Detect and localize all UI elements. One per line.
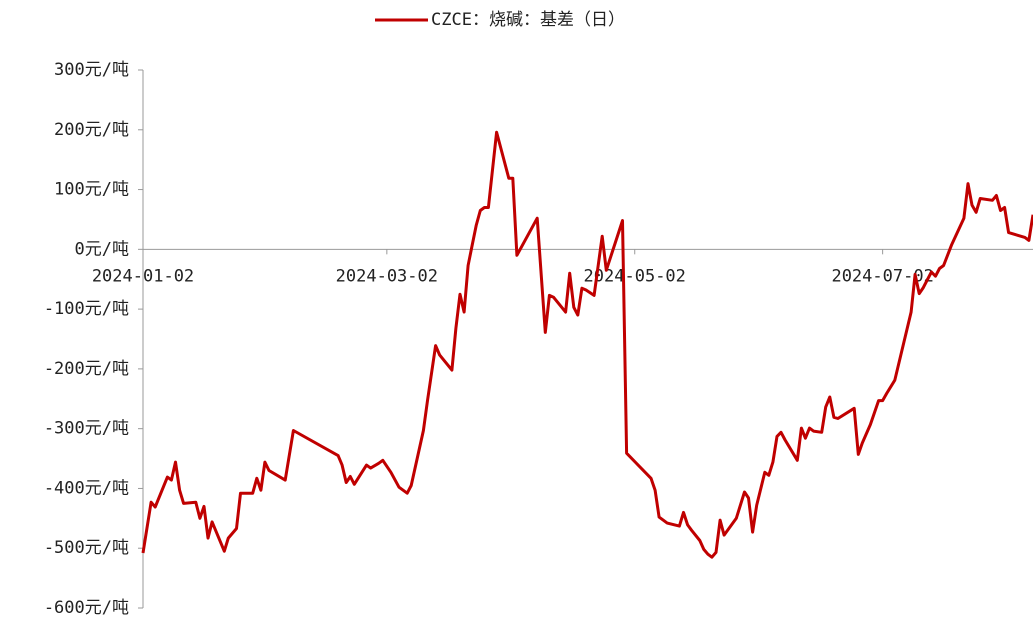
- y-tick-label: -200元/吨: [44, 359, 129, 379]
- data-line: [141, 130, 1033, 559]
- y-tick-label: -100元/吨: [44, 299, 129, 319]
- y-tick-label: 200元/吨: [54, 120, 129, 140]
- x-tick-label: 2024-01-02: [92, 266, 194, 286]
- y-tick-label: -300元/吨: [44, 419, 129, 439]
- y-tick-label: -600元/吨: [44, 598, 129, 618]
- y-tick-label: 0元/吨: [75, 239, 129, 259]
- x-tick-label: 2024-03-02: [336, 266, 438, 286]
- y-tick-label: -500元/吨: [44, 538, 129, 558]
- x-tick-label: 2024-07-02: [831, 266, 933, 286]
- y-tick-label: -400元/吨: [44, 478, 129, 498]
- y-tick-label: 300元/吨: [54, 60, 129, 80]
- y-tick-label: 100元/吨: [54, 180, 129, 200]
- x-tick-label: 2024-05-02: [584, 266, 686, 286]
- legend-label: CZCE：烧碱：基差（日）: [431, 10, 625, 30]
